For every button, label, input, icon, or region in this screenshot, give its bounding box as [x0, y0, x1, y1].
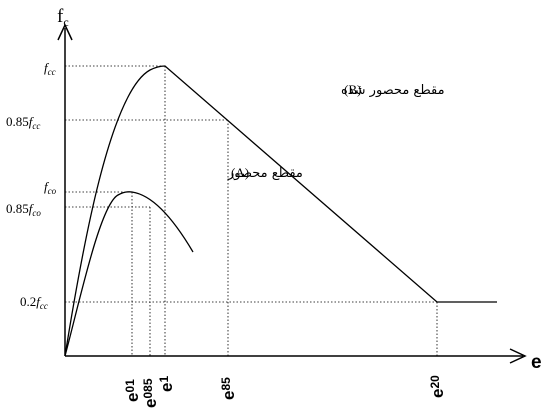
- x-tick-e20: e20: [428, 375, 447, 398]
- y-axis-arrowhead: [57, 23, 73, 41]
- confined-curve-label: مقطع محصور شده (B): [341, 82, 445, 98]
- unconfined-curve: [64, 191, 194, 357]
- x-tick-e85: e85: [219, 377, 238, 400]
- confined-curve: [64, 65, 497, 357]
- confined-curve-label-tag: (B): [344, 82, 361, 97]
- y-tick-085fco: 0.85fco: [6, 201, 41, 218]
- x-axis-arrowhead: [509, 348, 527, 364]
- x-axis-label: e: [531, 352, 542, 373]
- y-tick-fcc: fcc: [44, 60, 56, 77]
- x-tick-e1: e1: [157, 376, 176, 392]
- x-tick-e085: e085: [141, 378, 160, 408]
- guide-lines: [65, 65, 438, 356]
- y-tick-fco: fco: [44, 179, 57, 196]
- unconfined-curve-label: مقطع محصور (A): [227, 165, 303, 181]
- unconfined-curve-label-tag: (A): [231, 165, 249, 180]
- y-tick-085fcc: 0.85fcc: [6, 114, 40, 131]
- unconfined-curve-label-text: مقطع محصور: [227, 166, 303, 181]
- y-axis-label: fc: [57, 6, 69, 29]
- confined-curve-label-text: مقطع محصور شده: [341, 83, 445, 98]
- y-tick-02fcc: 0.2fcc: [20, 294, 48, 311]
- x-tick-e01: e01: [123, 379, 142, 402]
